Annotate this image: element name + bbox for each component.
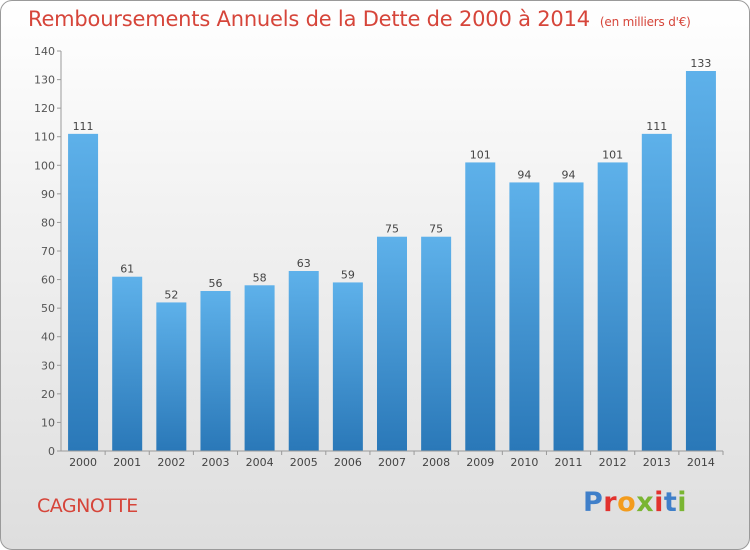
x-tick-label: 2003 <box>201 456 229 469</box>
y-tick-label: 40 <box>41 331 55 344</box>
data-label: 63 <box>297 257 311 270</box>
x-tick-label: 2011 <box>555 456 583 469</box>
data-label: 133 <box>690 57 711 70</box>
y-tick-label: 60 <box>41 274 55 287</box>
bar-2009 <box>465 162 496 451</box>
title-text: Remboursements Annuels de la Dette de 20… <box>28 7 590 31</box>
y-tick-label: 130 <box>34 74 55 87</box>
bar-2014 <box>685 71 716 451</box>
x-tick-label: 2008 <box>422 456 450 469</box>
logo-letter: i <box>654 487 664 518</box>
data-label: 58 <box>253 271 267 284</box>
x-tick-label: 2006 <box>334 456 362 469</box>
data-label: 94 <box>562 168 576 181</box>
y-tick-label: 140 <box>34 45 55 58</box>
y-tick-label: 0 <box>48 445 55 458</box>
data-label: 111 <box>73 120 94 133</box>
x-tick-label: 2007 <box>378 456 406 469</box>
bar-2002 <box>156 302 187 451</box>
x-tick-label: 2004 <box>246 456 274 469</box>
y-tick-label: 80 <box>41 216 55 229</box>
x-tick-label: 2005 <box>290 456 318 469</box>
logo-letter: t <box>663 487 678 518</box>
proxiti-logo[interactable]: Proxiti <box>583 487 687 518</box>
bar-2000 <box>68 133 99 451</box>
bar-2001 <box>112 276 143 451</box>
data-label: 56 <box>208 277 222 290</box>
y-tick-label: 30 <box>41 359 55 372</box>
y-tick-label: 10 <box>41 416 55 429</box>
y-axis: 0 10 20 30 40 50 60 70 80 90 100 110 120 130 140 <box>34 45 62 458</box>
bar-2004 <box>244 285 275 451</box>
bar-2008 <box>421 236 452 451</box>
y-tick-label: 100 <box>34 159 55 172</box>
title-unit: (en milliers d'€) <box>599 15 691 29</box>
y-tick-label: 20 <box>41 388 55 401</box>
bar-2013 <box>641 133 672 451</box>
bar-2011 <box>553 182 584 451</box>
y-tick-label: 90 <box>41 188 55 201</box>
x-tick-label: 2000 <box>69 456 97 469</box>
data-label: 52 <box>164 288 178 301</box>
data-label: 94 <box>517 168 531 181</box>
bar-2012 <box>597 162 628 451</box>
x-tick-label: 2014 <box>687 456 715 469</box>
data-label: 101 <box>602 148 623 161</box>
data-label: 75 <box>385 223 399 236</box>
data-label: 59 <box>341 268 355 281</box>
bar-2005 <box>288 271 319 451</box>
y-tick-label: 50 <box>41 302 55 315</box>
commune-name: CAGNOTTE <box>37 495 138 517</box>
logo-letter: i <box>677 487 688 518</box>
x-axis: 2000 2001 2002 2003 2004 2005 2006 2007 2008 2009… <box>61 450 724 469</box>
x-tick-label: 2012 <box>599 456 627 469</box>
bar-2007 <box>377 236 407 451</box>
data-label: 101 <box>470 148 491 161</box>
x-tick-label: 2002 <box>157 456 185 469</box>
x-tick-label: 2009 <box>466 456 494 469</box>
logo-letter: P <box>583 487 604 518</box>
x-tick-label: 2010 <box>510 456 538 469</box>
data-label: 111 <box>646 120 667 133</box>
bar-2006 <box>332 282 363 451</box>
bar-2003 <box>200 291 231 451</box>
bars: 111 61 52 56 58 63 59 75 75 101 94 94 101 111 133 <box>68 57 716 451</box>
data-label: 61 <box>120 263 134 276</box>
logo-letter: o <box>617 487 637 518</box>
x-tick-label: 2001 <box>113 456 141 469</box>
logo-letter: r <box>603 487 618 518</box>
x-tick-label: 2013 <box>643 456 671 469</box>
data-label: 75 <box>429 223 443 236</box>
y-tick-label: 70 <box>41 245 55 258</box>
chart-title: Remboursements Annuels de la Dette de 20… <box>28 7 691 31</box>
logo-letter: x <box>636 487 655 518</box>
bar-2010 <box>509 182 540 451</box>
y-tick-label: 120 <box>34 102 55 115</box>
y-tick-label: 110 <box>34 131 55 144</box>
